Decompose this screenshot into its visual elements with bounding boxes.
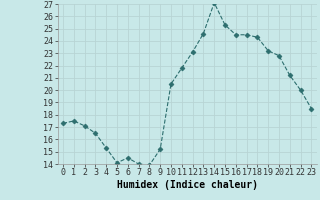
X-axis label: Humidex (Indice chaleur): Humidex (Indice chaleur) (117, 180, 258, 190)
